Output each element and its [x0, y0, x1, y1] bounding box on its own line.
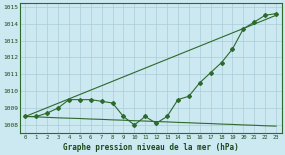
X-axis label: Graphe pression niveau de la mer (hPa): Graphe pression niveau de la mer (hPa)	[63, 143, 239, 152]
